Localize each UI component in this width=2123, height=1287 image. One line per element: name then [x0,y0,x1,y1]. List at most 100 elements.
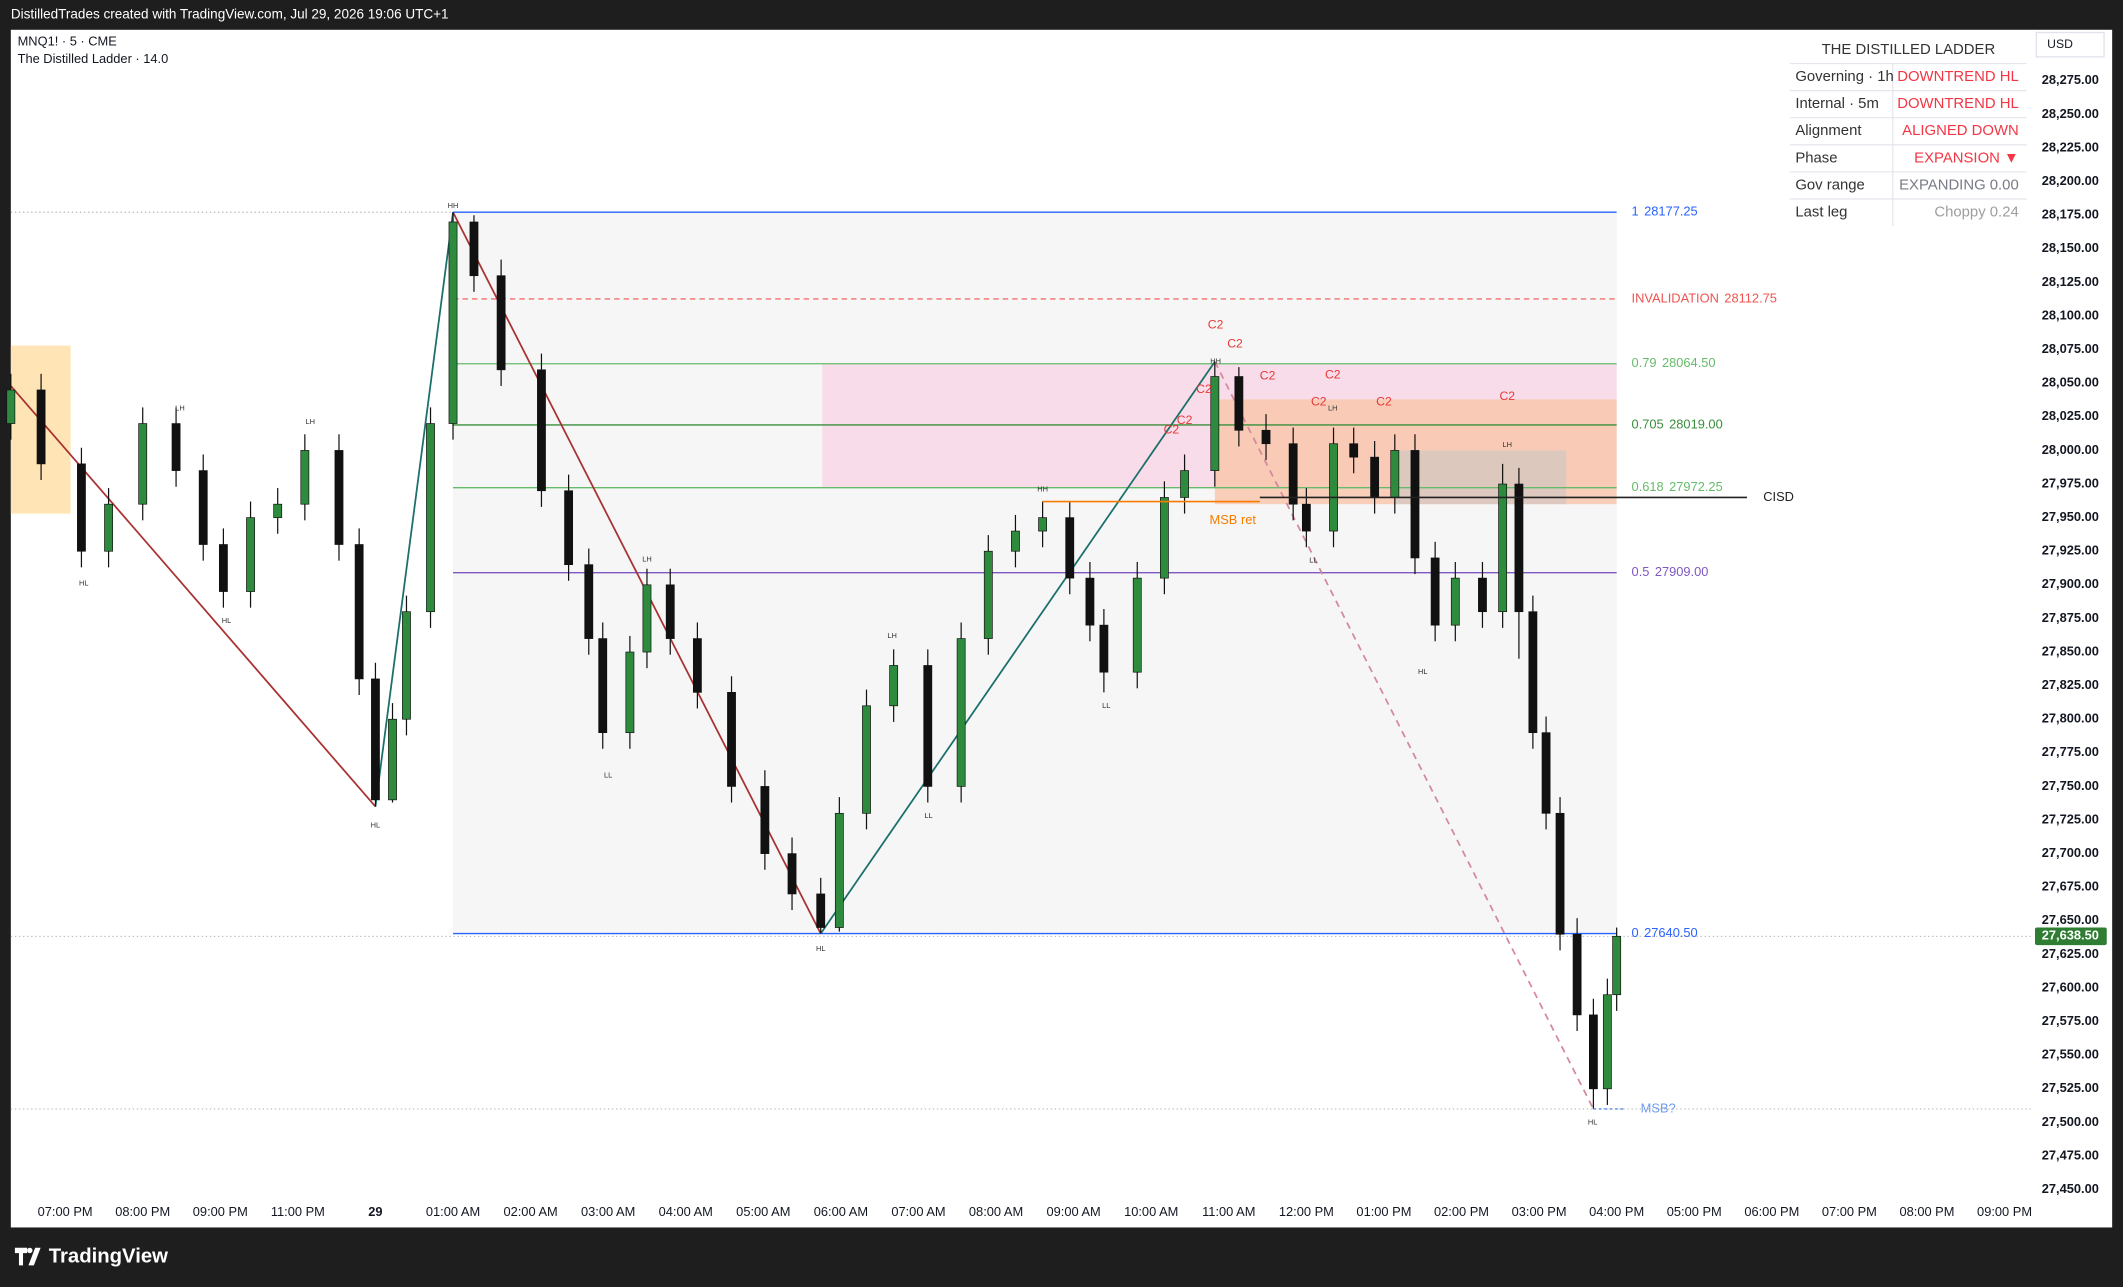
candle-body [1180,470,1189,498]
swing-label: HH [1037,484,1048,493]
candle-body [469,221,479,277]
candle-body [6,389,16,424]
swing-label: LH [175,404,185,413]
brand: TradingView [49,1246,168,1268]
y-tick-label: 28,075.00 [2042,341,2099,356]
table-key: Alignment [1795,123,1862,139]
candle-body [371,678,380,801]
level-name: 0.705 [1632,416,1664,431]
candle-body [138,423,148,505]
candle-body [760,786,770,854]
swing-label: HH [448,201,459,210]
x-tick-label: 07:00 AM [891,1204,945,1219]
y-tick-label: 28,125.00 [2042,274,2099,289]
x-tick-label: 09:00 PM [1977,1204,2032,1219]
last-price-box [2034,927,2107,946]
y-tick-label: 28,200.00 [2042,173,2099,188]
candle-body [334,450,344,545]
last-price-label: 27,638.50 [2042,928,2099,943]
y-tick-label: 27,850.00 [2042,643,2099,658]
y-tick-label: 28,000.00 [2042,442,2099,457]
y-tick-label: 27,675.00 [2042,879,2099,894]
table-value: Choppy 0.24 [1934,204,2018,220]
level-price: 27640.50 [1644,925,1698,940]
candle-body [1514,483,1524,613]
candle-body [625,651,635,734]
y-tick-label: 27,475.00 [2042,1147,2099,1162]
y-tick-label: 27,950.00 [2042,509,2099,524]
x-tick-label: 04:00 PM [1589,1204,1644,1219]
level-price: 28064.50 [1662,355,1716,370]
table-value: DOWNTREND HL [1897,96,2019,112]
x-tick-label: 29 [368,1204,382,1219]
candle-body [198,470,208,545]
y-tick-label: 28,050.00 [2042,375,2099,390]
y-tick-label: 28,150.00 [2042,240,2099,255]
y-tick-label: 27,725.00 [2042,811,2099,826]
candle-body [923,665,933,787]
c2-label: C2 [1260,369,1276,383]
candle-body [564,490,574,566]
table-key: Phase [1795,150,1837,166]
y-tick-label: 28,175.00 [2042,207,2099,222]
x-tick-label: 10:00 AM [1124,1204,1178,1219]
logo-dot [27,1247,33,1254]
y-tick-label: 27,750.00 [2042,778,2099,793]
level-name: INVALIDATION [1632,290,1719,305]
x-tick-label: 11:00 PM [271,1204,325,1219]
candle-body [1065,517,1075,579]
table-bg [1789,36,2027,224]
candle-body [1572,933,1582,1016]
x-tick-label: 08:00 AM [969,1204,1023,1219]
y-tick-label: 27,500.00 [2042,1114,2099,1129]
c2-label: C2 [1325,367,1341,381]
swing-label: LL [1309,556,1317,565]
x-tick-label: 06:00 PM [1744,1204,1799,1219]
y-tick-label: 27,650.00 [2042,912,2099,927]
candle-body [300,450,310,505]
x-tick-label: 04:00 AM [659,1204,713,1219]
candle-body [1370,456,1380,498]
candle-body [537,369,546,492]
currency-box[interactable] [2035,31,2105,58]
candle-body [956,638,966,787]
candle-body [598,638,608,734]
currency[interactable]: USD [2047,37,2073,51]
level-name: 1 [1632,204,1639,219]
candle-body [36,389,46,465]
candle-body [1210,376,1220,471]
c2-label: C2 [1164,422,1180,436]
candle-body [104,503,113,552]
candle-body [1430,557,1440,626]
candle-body [1541,732,1551,814]
level-price: 27972.25 [1669,479,1723,494]
logo-icon [14,1247,41,1266]
y-tick-label: 28,100.00 [2042,307,2099,322]
swing-label: LH [1503,440,1513,449]
indicator: The Distilled Ladder · 14.0 [18,51,169,66]
projection-leg [1214,361,1595,1110]
swing-label: HL [222,616,232,625]
table-value: ALIGNED DOWN [1902,123,2019,139]
table-key: Internal · 5m [1795,96,1879,112]
c2-label: C2 [1196,382,1212,396]
logo: TradingView [14,1246,168,1268]
swing-label: LH [642,554,652,563]
x-tick-label: 09:00 PM [193,1204,248,1219]
swing-label: LH [1328,404,1338,413]
candle-body [1588,1014,1598,1090]
candle-body [1038,517,1048,532]
x-tick-label: 02:00 PM [1434,1204,1489,1219]
y-tick-label: 27,975.00 [2042,475,2099,490]
table-key: Gov range [1795,177,1864,193]
y-tick-label: 28,025.00 [2042,408,2099,423]
swing-label: LH [887,631,897,640]
credit: DistilledTrades created with TradingView… [11,6,449,21]
level-price: 27909.00 [1655,564,1709,579]
level-price: 28177.25 [1644,204,1698,219]
candle-body [665,584,675,639]
level-name: 0 [1632,925,1639,940]
y-tick-label: 27,875.00 [2042,610,2099,625]
candle-body [246,517,255,592]
